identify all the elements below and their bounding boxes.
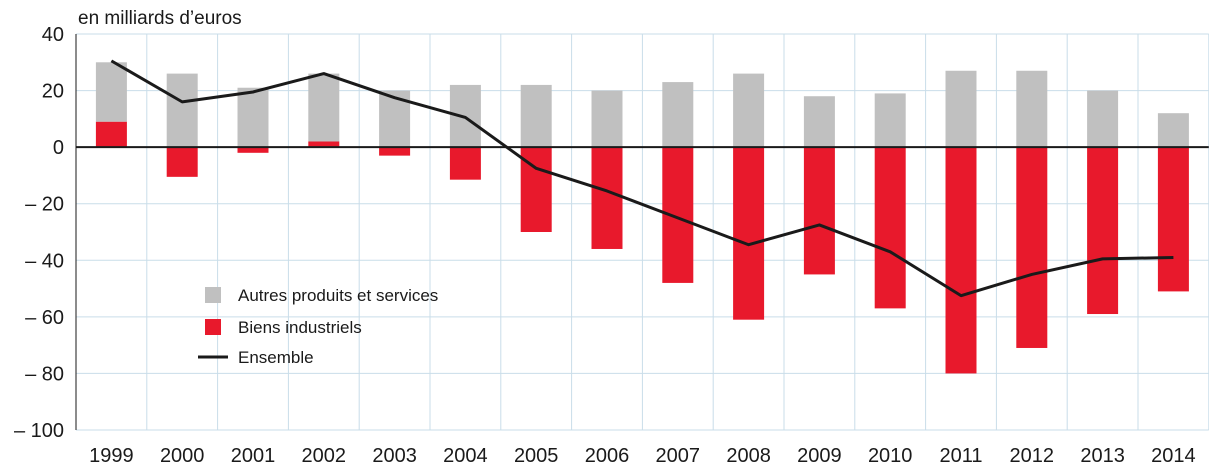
bar-biens-2008 (733, 147, 765, 320)
x-tick-label: 2007 (656, 445, 701, 467)
bar-biens-2003 (379, 147, 411, 156)
bar-biens-2001 (237, 147, 269, 153)
bar-autres-2005 (520, 84, 552, 148)
y-tick-label: – 100 (14, 420, 64, 442)
bar-autres-2006 (591, 90, 623, 148)
bar-autres-2013 (1087, 90, 1119, 148)
legend-label-autres: Autres produits et services (238, 286, 438, 305)
x-tick-label: 2014 (1151, 445, 1196, 467)
y-tick-label: 0 (53, 137, 64, 159)
bar-autres-1999 (95, 62, 127, 122)
y-tick-labels: 40 20 0 – 20 – 40 – 60 – 80 – 100 (14, 24, 64, 442)
bar-biens-2006 (591, 147, 623, 249)
unit-label: en milliards d’euros (78, 8, 242, 29)
bar-autres-2009 (803, 96, 835, 148)
legend-swatch-biens (205, 319, 221, 335)
x-tick-label: 2011 (939, 445, 982, 467)
bar-biens-2009 (803, 147, 835, 275)
bar-autres-2001 (237, 87, 269, 148)
y-tick-label: 40 (42, 24, 64, 46)
x-tick-label: 2009 (797, 445, 842, 467)
x-tick-label: 2003 (372, 445, 417, 467)
bar-biens-2004 (449, 147, 481, 180)
x-tick-label: 2010 (868, 445, 913, 467)
bar-autres-2014 (1157, 113, 1189, 148)
x-tick-label: 2000 (160, 445, 205, 467)
bar-autres-2012 (1016, 70, 1048, 148)
y-tick-label: – 60 (25, 307, 64, 329)
legend: Autres produits et services Biens indust… (198, 286, 438, 367)
series-line-ensemble (110, 59, 1174, 298)
x-tick-label: 2004 (443, 445, 488, 467)
bar-biens-2002 (308, 141, 340, 148)
x-tick-label: 2005 (514, 445, 559, 467)
legend-label-ensemble: Ensemble (238, 348, 314, 367)
x-tick-label: 1999 (89, 445, 134, 467)
bar-biens-2010 (874, 147, 906, 309)
bar-biens-2014 (1157, 147, 1189, 292)
bar-biens-2000 (166, 147, 198, 177)
bar-autres-2011 (945, 70, 977, 148)
y-tick-label: – 40 (25, 250, 64, 272)
x-tick-label: 2001 (231, 445, 276, 467)
y-tick-label: – 80 (25, 363, 64, 385)
x-tick-label: 2013 (1080, 445, 1125, 467)
bar-autres-2010 (874, 93, 906, 148)
legend-label-biens: Biens industriels (238, 318, 362, 337)
x-tick-labels: 1999 2000 2001 2002 2003 2004 2005 2006 2007 2008… (89, 445, 1196, 467)
x-tick-label: 2008 (726, 445, 771, 467)
x-tick-label: 2002 (302, 445, 347, 467)
y-tick-label: – 20 (25, 194, 64, 216)
bar-biens-1999 (95, 121, 127, 148)
bar-biens-2011 (945, 147, 977, 374)
legend-swatch-autres (205, 287, 221, 303)
bar-autres-2008 (733, 73, 765, 148)
x-tick-label: 2006 (585, 445, 630, 467)
x-tick-label: 2012 (1010, 445, 1055, 467)
bar-biens-2012 (1016, 147, 1048, 348)
bar-autres-2002 (308, 73, 340, 142)
bar-biens-2013 (1087, 147, 1119, 315)
bar-autres-2000 (166, 73, 198, 148)
bar-autres-2007 (662, 82, 694, 148)
y-tick-label: 20 (42, 81, 64, 103)
bars (95, 62, 1189, 374)
